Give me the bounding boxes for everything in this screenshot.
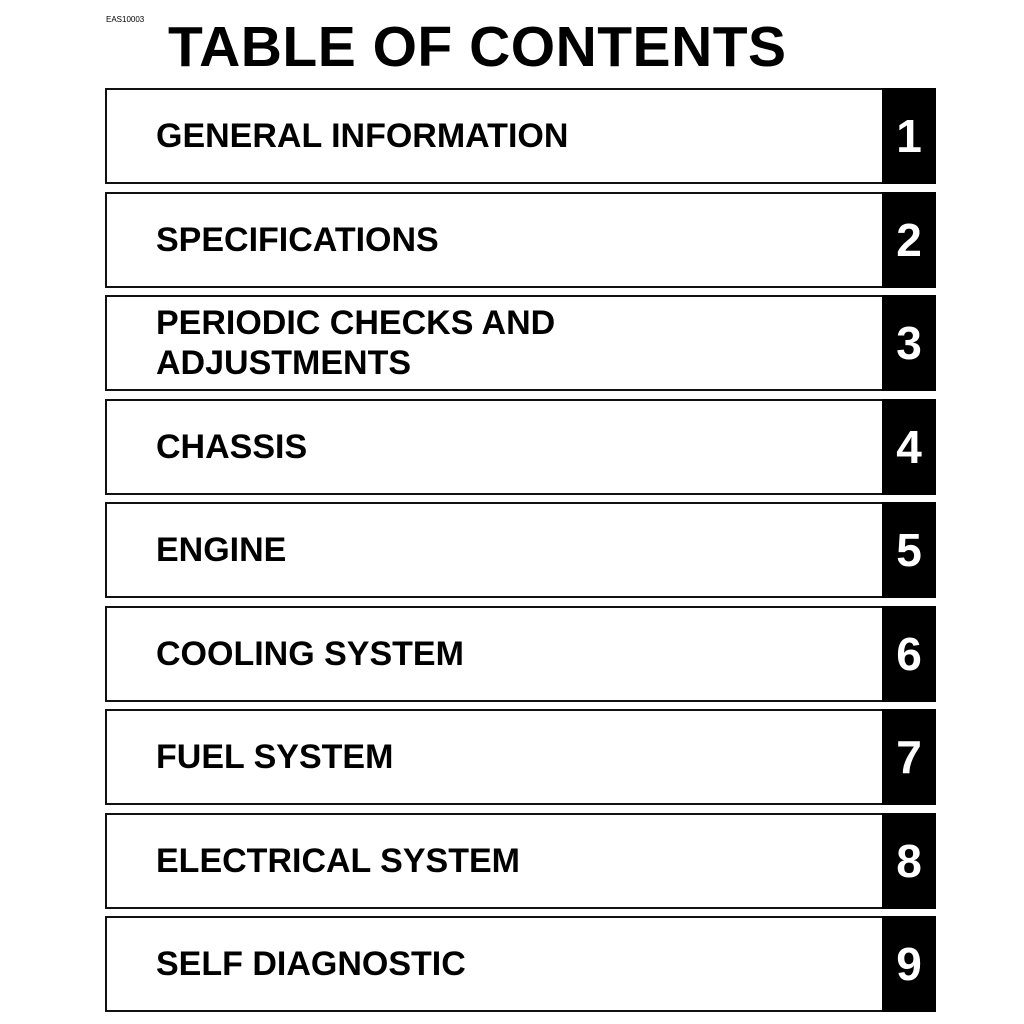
chapter-number-tab[interactable]: 2 [882,191,936,288]
chapter-entry[interactable]: PERIODIC CHECKS AND ADJUSTMENTS 3 [105,295,936,391]
chapter-label: SELF DIAGNOSTIC [156,945,466,983]
chapter-number-tab[interactable]: 4 [882,398,936,495]
chapter-label: CHASSIS [156,427,308,466]
page-title: TABLE OF CONTENTS [168,15,787,79]
chapter-entry[interactable]: SPECIFICATIONS 2 [105,191,936,288]
chapter-number-tab[interactable]: 5 [882,502,936,598]
chapter-entry[interactable]: CHASSIS 4 [105,398,936,495]
chapter-number-tab[interactable]: 9 [882,916,936,1012]
chapter-number-tab[interactable]: 7 [882,709,936,805]
chapter-number-tab[interactable]: 6 [882,605,936,702]
chapter-number-tab[interactable]: 3 [882,295,936,391]
chapter-label: PERIODIC CHECKS AND ADJUSTMENTS [156,304,556,382]
chapter-entry[interactable]: COOLING SYSTEM 6 [105,605,936,702]
chapter-label: SPECIFICATIONS [156,220,439,259]
chapter-label: COOLING SYSTEM [156,634,464,673]
chapter-number-tab[interactable]: 1 [882,88,936,184]
chapter-entry[interactable]: ELECTRICAL SYSTEM 8 [105,812,936,909]
chapter-entry[interactable]: GENERAL INFORMATION 1 [105,88,936,184]
chapter-label: ELECTRICAL SYSTEM [156,841,520,880]
chapter-label: GENERAL INFORMATION [156,117,569,155]
chapter-entry[interactable]: SELF DIAGNOSTIC 9 [105,916,936,1012]
document-code: EAS10003 [106,15,145,24]
chapter-entry[interactable]: FUEL SYSTEM 7 [105,709,936,805]
chapter-entry[interactable]: ENGINE 5 [105,502,936,598]
chapter-number-tab[interactable]: 8 [882,812,936,909]
chapter-label: ENGINE [156,531,287,569]
chapter-label: FUEL SYSTEM [156,738,394,776]
